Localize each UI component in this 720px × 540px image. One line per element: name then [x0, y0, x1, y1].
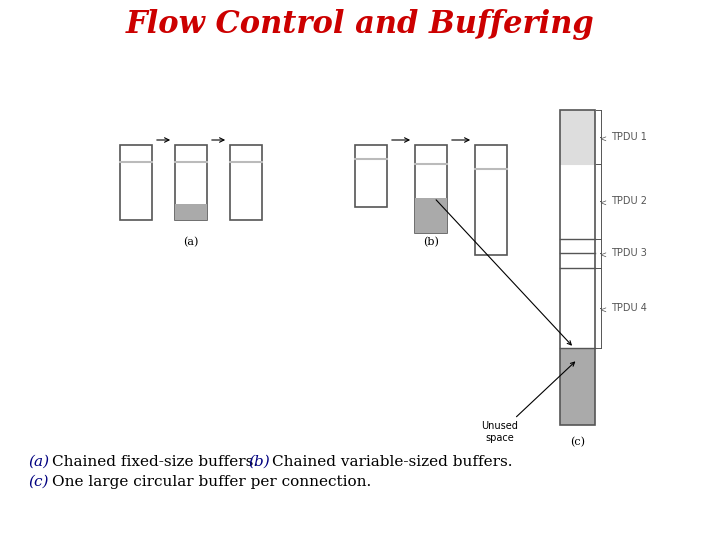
Text: (a): (a) — [28, 455, 49, 469]
Text: TPDU 1: TPDU 1 — [611, 132, 647, 142]
Bar — [415, 198, 447, 233]
Text: >: > — [599, 197, 606, 206]
Bar — [560, 164, 595, 425]
Text: (c): (c) — [570, 437, 585, 447]
Text: >: > — [599, 249, 606, 258]
Text: (b): (b) — [248, 455, 270, 469]
Bar — [560, 110, 595, 425]
Text: >: > — [599, 132, 606, 141]
Bar — [230, 145, 262, 220]
Text: >: > — [599, 303, 606, 312]
Bar — [355, 145, 387, 207]
Text: (c): (c) — [28, 475, 48, 489]
Bar — [120, 145, 152, 220]
Bar — [475, 145, 507, 255]
Bar — [415, 145, 447, 233]
Bar — [175, 204, 207, 220]
Bar — [560, 348, 595, 425]
Bar — [560, 110, 595, 164]
Text: TPDU 3: TPDU 3 — [611, 248, 647, 258]
Text: Unused
space: Unused space — [482, 362, 575, 443]
Text: TPDU 2: TPDU 2 — [611, 197, 647, 206]
Text: Chained variable-sized buffers.: Chained variable-sized buffers. — [272, 455, 513, 469]
Text: (b): (b) — [423, 237, 439, 247]
Text: One large circular buffer per connection.: One large circular buffer per connection… — [52, 475, 372, 489]
Bar — [175, 145, 207, 220]
Bar — [415, 198, 447, 233]
Text: TPDU 4: TPDU 4 — [611, 302, 647, 313]
Text: Flow Control and Buffering: Flow Control and Buffering — [125, 10, 595, 40]
Text: (a): (a) — [184, 237, 199, 247]
Text: Chained fixed-size buffers.: Chained fixed-size buffers. — [52, 455, 258, 469]
